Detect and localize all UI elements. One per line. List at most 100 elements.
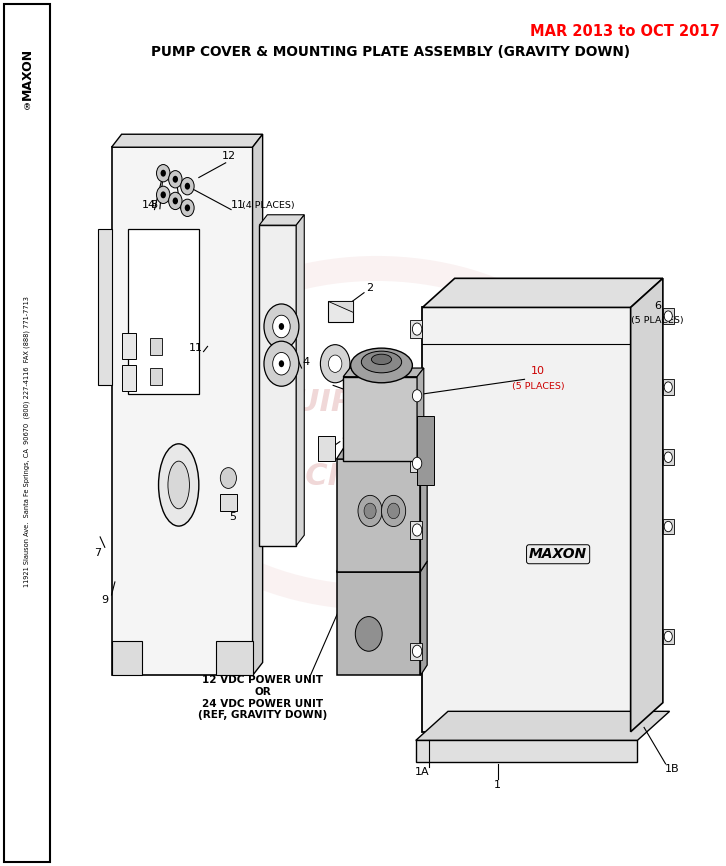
Polygon shape <box>296 215 304 546</box>
Text: (4 PLACES): (4 PLACES) <box>242 201 294 210</box>
Text: MAXON: MAXON <box>529 547 587 561</box>
Circle shape <box>412 524 422 536</box>
Polygon shape <box>417 416 434 485</box>
Polygon shape <box>420 449 427 572</box>
Text: 5: 5 <box>229 512 237 522</box>
Text: 10: 10 <box>531 365 545 376</box>
Polygon shape <box>663 519 674 534</box>
Ellipse shape <box>362 352 401 373</box>
Circle shape <box>388 503 399 519</box>
Bar <box>150 338 162 355</box>
Text: 12: 12 <box>222 151 236 161</box>
Polygon shape <box>417 368 424 461</box>
Bar <box>4 4 50 862</box>
Polygon shape <box>416 740 637 762</box>
Polygon shape <box>112 134 263 147</box>
Polygon shape <box>410 643 423 660</box>
Text: 12 VDC POWER UNIT
OR
24 VDC POWER UNIT
(REF, GRAVITY DOWN): 12 VDC POWER UNIT OR 24 VDC POWER UNIT (… <box>198 675 327 721</box>
Circle shape <box>320 345 350 383</box>
Text: (5 PLACES): (5 PLACES) <box>512 382 564 391</box>
Polygon shape <box>328 301 354 322</box>
Bar <box>121 365 136 391</box>
Polygon shape <box>220 494 237 511</box>
Polygon shape <box>253 134 263 675</box>
Ellipse shape <box>158 443 199 527</box>
Text: INC.: INC. <box>521 437 537 446</box>
Circle shape <box>168 192 182 210</box>
Text: MAXON: MAXON <box>21 48 33 100</box>
Text: 6: 6 <box>654 301 661 311</box>
Polygon shape <box>259 215 304 225</box>
Text: 3: 3 <box>341 430 348 441</box>
Circle shape <box>264 341 299 386</box>
Circle shape <box>160 191 166 198</box>
Circle shape <box>160 170 166 177</box>
Text: 8: 8 <box>150 200 158 210</box>
Text: 1A: 1A <box>415 767 430 778</box>
Circle shape <box>168 171 182 188</box>
Polygon shape <box>663 379 674 395</box>
Circle shape <box>355 617 382 651</box>
Text: 1: 1 <box>494 780 501 791</box>
Circle shape <box>184 204 190 211</box>
Text: 13: 13 <box>348 383 362 393</box>
Circle shape <box>328 355 342 372</box>
Polygon shape <box>319 436 335 461</box>
Circle shape <box>181 199 194 216</box>
Polygon shape <box>328 301 354 312</box>
Text: 7: 7 <box>94 547 102 558</box>
Ellipse shape <box>372 354 391 365</box>
Circle shape <box>364 503 376 519</box>
Polygon shape <box>631 278 663 732</box>
Polygon shape <box>343 368 424 377</box>
Circle shape <box>157 186 170 204</box>
Ellipse shape <box>168 461 189 508</box>
Circle shape <box>412 390 422 402</box>
Text: EQUIPMENT: EQUIPMENT <box>248 388 452 417</box>
Text: SPECIALISTS: SPECIALISTS <box>241 462 459 491</box>
Circle shape <box>358 495 382 527</box>
Circle shape <box>181 178 194 195</box>
Circle shape <box>184 183 190 190</box>
Circle shape <box>273 315 290 338</box>
Text: 2: 2 <box>367 282 374 293</box>
Polygon shape <box>343 377 417 461</box>
Polygon shape <box>663 629 674 644</box>
Circle shape <box>264 304 299 349</box>
Polygon shape <box>112 147 253 675</box>
Bar <box>150 368 162 385</box>
Polygon shape <box>423 307 631 732</box>
Polygon shape <box>423 278 663 307</box>
Polygon shape <box>410 521 423 539</box>
Circle shape <box>157 165 170 182</box>
Circle shape <box>381 495 406 527</box>
Circle shape <box>412 457 422 469</box>
Text: 1B: 1B <box>665 764 680 774</box>
Polygon shape <box>336 459 420 572</box>
Polygon shape <box>663 308 674 324</box>
Polygon shape <box>336 572 420 675</box>
Polygon shape <box>420 561 427 675</box>
Circle shape <box>173 176 178 183</box>
Text: 11921 Slauson Ave.  Santa Fe Springs, CA  90670  (800) 227-4116  FAX (888) 771-7: 11921 Slauson Ave. Santa Fe Springs, CA … <box>24 296 30 587</box>
Text: ®: ® <box>23 103 31 112</box>
Polygon shape <box>336 449 427 459</box>
Polygon shape <box>410 387 423 404</box>
Circle shape <box>664 382 672 392</box>
Text: (5 PLACES): (5 PLACES) <box>631 316 684 325</box>
Polygon shape <box>663 449 674 465</box>
Circle shape <box>664 521 672 532</box>
Text: 4: 4 <box>302 357 309 367</box>
Text: 9: 9 <box>182 200 189 210</box>
Polygon shape <box>216 641 253 675</box>
Circle shape <box>664 452 672 462</box>
Circle shape <box>279 323 284 330</box>
Text: 9: 9 <box>101 595 108 605</box>
Circle shape <box>173 197 178 204</box>
Ellipse shape <box>351 348 412 383</box>
Circle shape <box>412 645 422 657</box>
Polygon shape <box>410 320 423 338</box>
Text: 14: 14 <box>142 200 155 210</box>
Polygon shape <box>112 641 142 675</box>
Polygon shape <box>129 229 199 394</box>
